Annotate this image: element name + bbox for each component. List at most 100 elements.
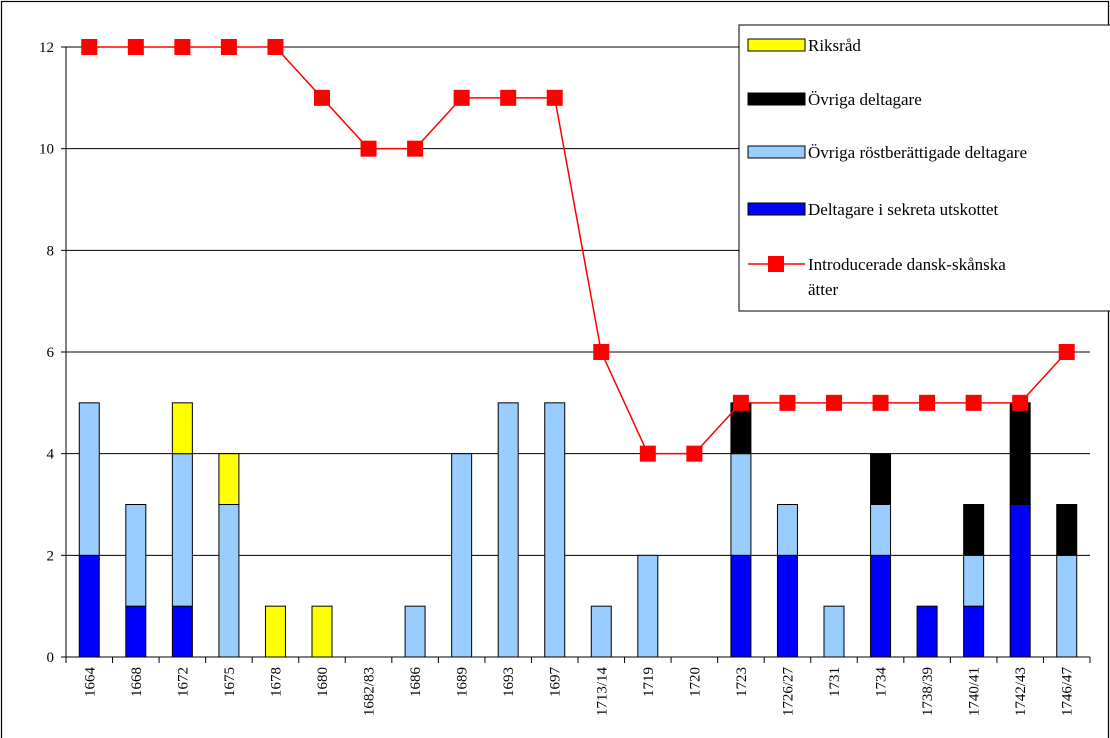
x-tick-label: 1720	[687, 667, 703, 697]
bar-segment	[78, 554, 100, 658]
bar-segment	[963, 504, 985, 556]
y-tick-label: 12	[39, 40, 54, 56]
bar-segment	[730, 554, 752, 658]
line-series	[81, 39, 1075, 462]
line-point	[686, 445, 703, 462]
x-tick-label: 1682/83	[362, 667, 378, 716]
bar-segment	[637, 554, 659, 658]
line-point	[919, 394, 936, 411]
legend-label: Övriga deltagare	[808, 90, 922, 109]
line-point	[732, 394, 749, 411]
bar-segment	[171, 605, 193, 658]
x-axis: 1664 1668 1672 1675 1678 1680 1682/83 1686 1689 1…	[65, 656, 1091, 717]
x-tick-label: 1664	[82, 667, 98, 698]
legend-label-continuation: ätter	[808, 280, 839, 299]
x-tick-label: 1746/47	[1060, 667, 1076, 717]
bar-segment	[1009, 402, 1031, 506]
line-point	[500, 89, 517, 106]
bar-segment	[823, 605, 845, 658]
bar-segment	[264, 605, 286, 658]
y-tick-label: 4	[47, 447, 55, 463]
x-tick-label: 1672	[175, 667, 191, 697]
legend-label: Introducerade dansk-skånska	[808, 255, 1006, 274]
bar-segment	[125, 504, 147, 607]
bar-segment	[963, 554, 985, 607]
x-tick-label: 1680	[315, 667, 331, 697]
x-tick-label: 1689	[455, 667, 471, 697]
line-point	[453, 89, 470, 106]
x-tick-label: 1738/39	[920, 667, 936, 716]
bar-segment	[78, 402, 100, 556]
line-point	[407, 140, 424, 157]
bar-segment	[776, 504, 798, 556]
bar-segment	[544, 402, 566, 658]
line-point	[1012, 394, 1029, 411]
x-tick-label: 1719	[641, 667, 657, 697]
bar-segment	[218, 504, 240, 658]
bar-segment	[404, 605, 426, 658]
legend-swatch	[747, 38, 806, 52]
legend-label: Deltagare i sekreta utskottet	[808, 200, 999, 219]
x-tick-label: 1713/14	[594, 667, 610, 717]
bar-segment	[1056, 504, 1078, 556]
bar-segment	[870, 504, 892, 556]
bar-segment	[497, 402, 519, 658]
line-point	[546, 89, 563, 106]
y-tick-label: 0	[47, 650, 55, 666]
x-tick-label: 1668	[129, 667, 145, 697]
bar-segment	[125, 605, 147, 658]
bar-segment	[590, 605, 612, 658]
bar-segment	[776, 554, 798, 658]
line-point	[267, 39, 284, 55]
line-point	[220, 39, 237, 55]
y-axis: 0 2 4 6 8 10 12	[39, 40, 67, 666]
legend-swatch	[747, 202, 806, 216]
line-point	[314, 89, 330, 106]
line-point	[1058, 344, 1075, 360]
legend-label: Övriga röstberättigade deltagare	[808, 143, 1027, 162]
line-point	[360, 140, 377, 157]
x-tick-label: 1740/41	[967, 667, 983, 716]
x-tick-label: 1742/43	[1013, 667, 1029, 716]
x-tick-label: 1726/27	[780, 667, 796, 717]
x-tick-label: 1731	[827, 667, 843, 697]
bar-segment	[451, 453, 473, 658]
y-tick-label: 8	[47, 243, 55, 259]
line-point	[965, 394, 982, 411]
bar-segment	[218, 453, 240, 505]
x-tick-label: 1686	[408, 667, 424, 698]
series-line	[89, 46, 1068, 455]
line-point	[639, 445, 656, 462]
line-point	[81, 39, 98, 55]
x-tick-label: 1723	[734, 667, 750, 697]
legend-swatch	[747, 145, 806, 159]
line-point	[779, 394, 796, 411]
x-tick-label: 1693	[501, 667, 517, 697]
legend: Riksråd Övriga deltagare Övriga röstberätt…	[738, 24, 1110, 312]
line-point	[593, 344, 610, 360]
bar-segment	[171, 453, 193, 607]
bar-segment	[916, 605, 938, 658]
legend-label: Riksråd	[808, 36, 861, 55]
bar-segment	[870, 554, 892, 658]
y-tick-label: 10	[39, 142, 54, 158]
x-tick-label: 1697	[548, 667, 564, 698]
bar-segment	[870, 453, 892, 505]
bar-segment	[730, 453, 752, 556]
bar-segment	[1009, 504, 1031, 658]
x-tick-label: 1734	[874, 667, 890, 698]
line-point	[127, 39, 144, 55]
legend-marker	[768, 256, 784, 272]
x-tick-label: 1678	[268, 667, 284, 697]
bar-series	[78, 402, 1078, 658]
y-tick-label: 2	[47, 548, 55, 564]
line-point	[174, 39, 191, 55]
bar-segment	[311, 605, 333, 658]
line-point	[826, 394, 842, 411]
legend-swatch	[747, 92, 806, 106]
bar-segment	[171, 402, 193, 455]
x-tick-label: 1675	[222, 667, 238, 697]
bar-segment	[963, 605, 985, 658]
